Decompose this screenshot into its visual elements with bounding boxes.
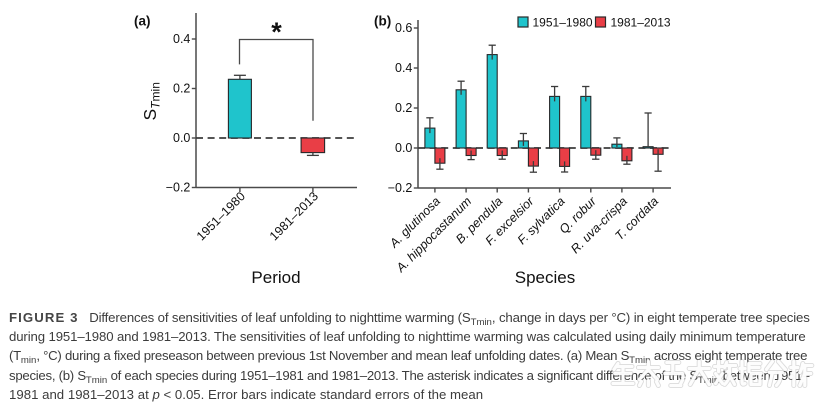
svg-text:*: *: [271, 17, 282, 47]
svg-text:0.4: 0.4: [173, 32, 190, 46]
svg-text:1981–2013: 1981–2013: [267, 189, 321, 243]
svg-text:(b): (b): [374, 14, 391, 29]
svg-text:(a): (a): [134, 14, 151, 29]
svg-text:0.4: 0.4: [395, 61, 412, 75]
svg-text:0.2: 0.2: [173, 82, 190, 96]
svg-text:−0.2: −0.2: [166, 181, 191, 195]
svg-text:0.2: 0.2: [395, 101, 412, 115]
svg-text:1951–1980: 1951–1980: [533, 15, 593, 29]
svg-text:Period: Period: [251, 268, 300, 287]
svg-text:1951–1980: 1951–1980: [194, 189, 248, 243]
svg-text:0.0: 0.0: [173, 131, 190, 145]
svg-text:−0.2: −0.2: [388, 181, 413, 195]
svg-text:Species: Species: [515, 268, 575, 287]
svg-text:1981–2013: 1981–2013: [611, 15, 671, 29]
svg-text:STmin: STmin: [140, 82, 163, 120]
svg-text:0.0: 0.0: [395, 141, 412, 155]
svg-text:0.6: 0.6: [395, 21, 412, 35]
